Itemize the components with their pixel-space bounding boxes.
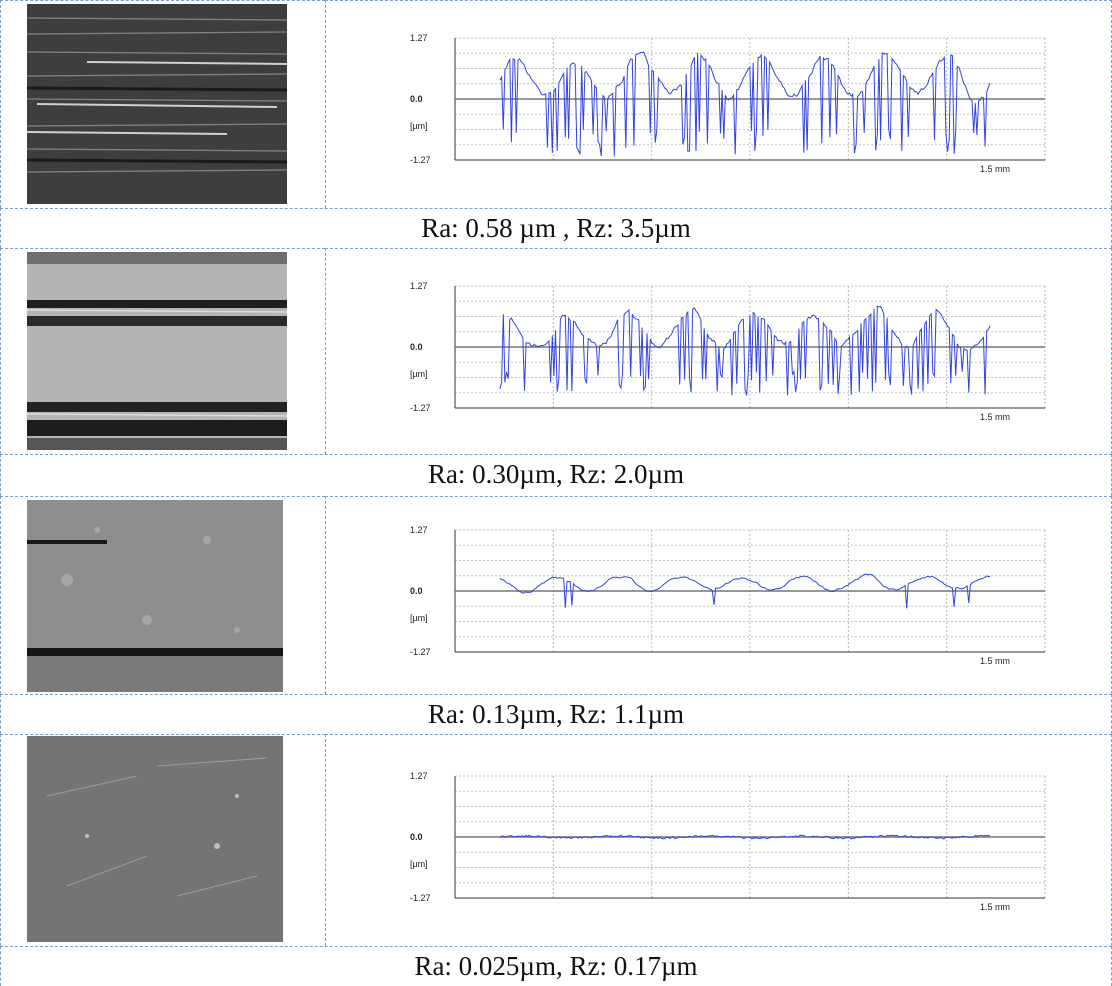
y-tick-label: -1.27	[410, 403, 431, 413]
y-tick-label: 1.27	[410, 281, 428, 291]
x-tick-label: 1.5 mm	[980, 656, 1010, 666]
profile-trace	[499, 834, 991, 840]
y-axis-label: [µm]	[410, 859, 428, 869]
sem-image-2	[27, 252, 287, 450]
x-tick-label: 1.5 mm	[980, 412, 1010, 422]
sem-texture-3	[27, 500, 283, 692]
profile-trace	[499, 573, 991, 609]
sem-texture-2	[27, 252, 287, 450]
y-tick-label: -1.27	[410, 647, 431, 657]
y-tick-label: 0.0	[410, 832, 423, 842]
profile-chart-1: 1.27 0.0 -1.27 [µm] 1.5 mm	[410, 33, 1046, 174]
y-tick-label: 0.0	[410, 342, 423, 352]
y-axis-label: [µm]	[410, 121, 428, 131]
sem-cell-1	[0, 0, 325, 208]
y-tick-label: 0.0	[410, 586, 423, 596]
profile-trace	[499, 51, 991, 157]
y-tick-label: -1.27	[410, 893, 431, 903]
sem-image-1	[27, 4, 287, 204]
sem-texture-4	[27, 736, 283, 942]
sem-cell-3	[0, 496, 325, 694]
y-tick-label: 1.27	[410, 771, 428, 781]
profile-chart-4: 1.27 0.0 -1.27 [µm] 1.5 mm	[410, 771, 1046, 912]
sem-image-4	[27, 736, 283, 942]
caption-4: Ra: 0.025µm, Rz: 0.17µm	[0, 946, 1112, 986]
caption-1: Ra: 0.58 µm , Rz: 3.5µm	[0, 208, 1112, 248]
caption-3: Ra: 0.13µm, Rz: 1.1µm	[0, 694, 1112, 734]
profile-trace	[499, 305, 991, 396]
y-tick-label: -1.27	[410, 155, 431, 165]
caption-2: Ra: 0.30µm, Rz: 2.0µm	[0, 454, 1112, 496]
y-tick-label: 0.0	[410, 94, 423, 104]
y-tick-label: 1.27	[410, 33, 428, 43]
profile-chart-2: 1.27 0.0 -1.27 [µm] 1.5 mm	[410, 281, 1046, 422]
sem-cell-2	[0, 248, 325, 454]
y-axis-label: [µm]	[410, 369, 428, 379]
x-tick-label: 1.5 mm	[980, 164, 1010, 174]
y-tick-label: 1.27	[410, 525, 428, 535]
sem-texture-1	[27, 4, 287, 204]
sem-cell-4	[0, 734, 325, 946]
sem-image-3	[27, 500, 283, 692]
y-axis-label: [µm]	[410, 613, 428, 623]
profile-chart-3: 1.27 0.0 -1.27 [µm] 1.5 mm	[410, 525, 1046, 666]
x-tick-label: 1.5 mm	[980, 902, 1010, 912]
